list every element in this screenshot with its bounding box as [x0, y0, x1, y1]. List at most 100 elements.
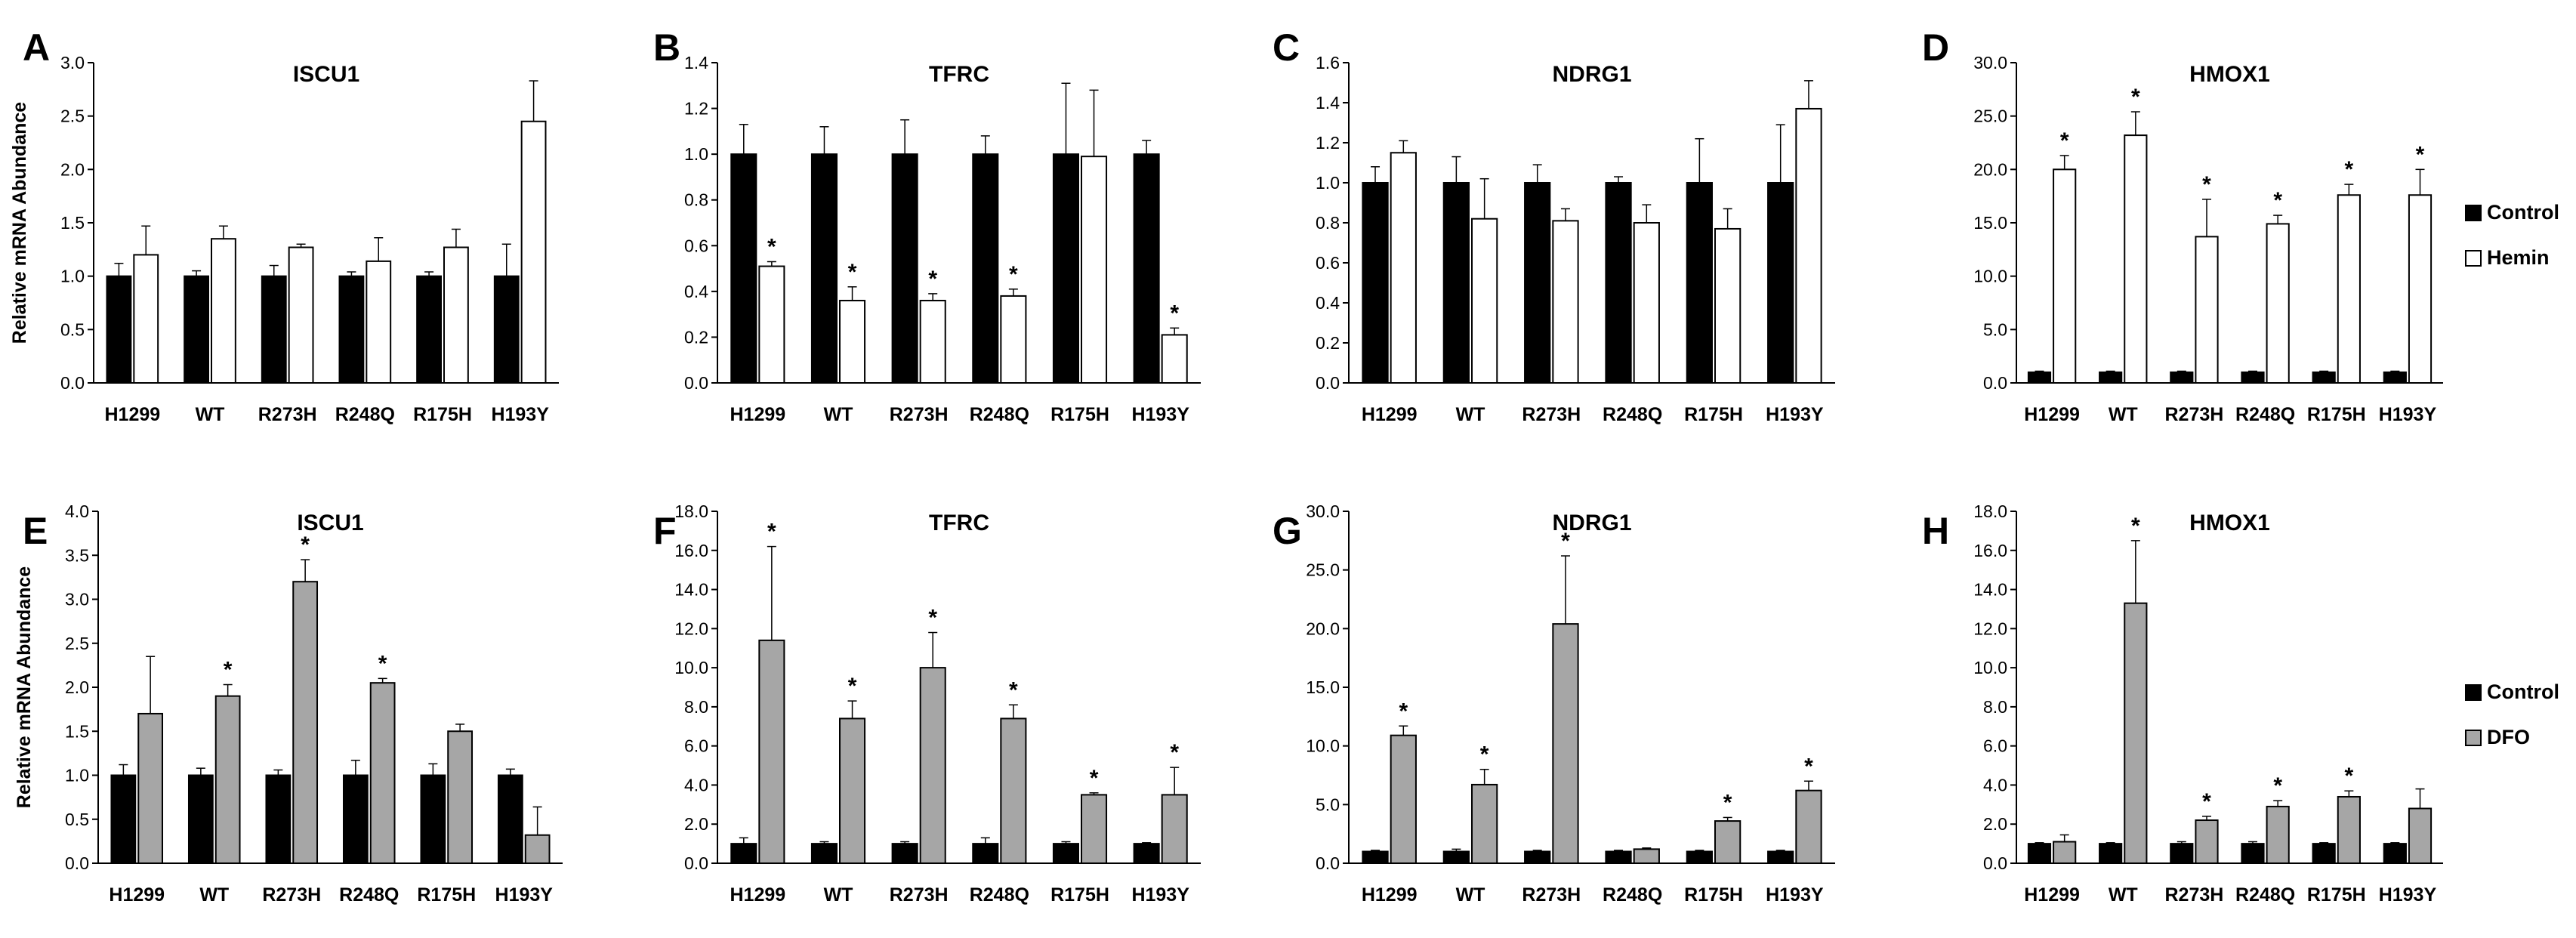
- significance-star: *: [378, 651, 387, 676]
- bar-hemin: [1081, 156, 1108, 384]
- y-tick-label: 2.0: [684, 814, 708, 834]
- chart-panel-f: F TFRC 0.0 2.0 4.0 6.0 8.0 10.0 12.0 14.0 16.0 18.0…: [653, 501, 1201, 906]
- bar-control: [497, 774, 523, 864]
- bar-dfo: [2408, 807, 2433, 864]
- y-tick-label: 20.0: [1306, 619, 1340, 638]
- bar-control: [2312, 843, 2336, 864]
- x-tick-label: WT: [2109, 404, 2138, 425]
- significance-star: *: [2345, 764, 2354, 788]
- y-tick-label: 20.0: [1973, 159, 2007, 179]
- y-tick-label: 0.4: [1316, 293, 1340, 313]
- y-tick-label: 3.0: [60, 53, 85, 73]
- bar-hemin: [919, 299, 946, 384]
- bar-control: [265, 774, 292, 864]
- y-tick-label: 0.5: [60, 319, 85, 339]
- chart-panel-h: H HMOX1 0.0 2.0 4.0 6.0 8.0 10.0 12.0 14.0 16.0 18.…: [1922, 501, 2443, 906]
- significance-star: *: [767, 234, 776, 259]
- y-tick-label: 18.0: [674, 501, 708, 521]
- bar-control: [416, 275, 443, 384]
- bar-dfo: [1795, 789, 1822, 865]
- panel-letter-h: H: [1922, 510, 1949, 552]
- y-tick-label: 4.0: [65, 501, 89, 521]
- legend-label-control: Control: [2487, 680, 2559, 703]
- y-tick-label: 0.5: [65, 810, 89, 829]
- y-tick-label: 2.5: [65, 634, 89, 653]
- significance-star: *: [1723, 790, 1732, 815]
- bar-hemin: [758, 265, 785, 384]
- bar-control: [810, 843, 838, 864]
- chart-title: TFRC: [929, 511, 989, 535]
- x-tick-label: H1299: [730, 884, 785, 906]
- y-tick-label: 0.4: [684, 282, 708, 301]
- x-tick-label: WT: [1456, 404, 1485, 425]
- y-tick-label: 16.0: [1973, 541, 2007, 560]
- y-tick-label: 1.5: [65, 721, 89, 741]
- x-tick-label: WT: [824, 404, 853, 425]
- y-tick-label: 0.0: [684, 853, 708, 873]
- significance-star: *: [1170, 301, 1179, 326]
- x-tick-label: H193Y: [491, 404, 549, 425]
- significance-star: *: [1480, 742, 1489, 767]
- y-tick-label: 0.0: [1983, 853, 2007, 873]
- significance-star: *: [848, 260, 857, 285]
- significance-star: *: [767, 520, 776, 545]
- panel-letter-g: G: [1273, 510, 1302, 552]
- y-tick-label: 3.0: [65, 590, 89, 609]
- legend-label-control: Control: [2487, 201, 2559, 224]
- x-tick-label: H1299: [730, 404, 785, 425]
- x-tick-label: R248Q: [2235, 404, 2295, 425]
- x-tick-label: R175H: [1684, 884, 1743, 906]
- y-tick-label: 25.0: [1973, 106, 2007, 126]
- x-tick-label: R273H: [1522, 404, 1581, 425]
- x-tick-label: WT: [2109, 884, 2138, 906]
- y-tick-label: 1.6: [1316, 53, 1340, 73]
- panel-letter-f: F: [653, 510, 677, 552]
- bar-control: [891, 153, 918, 384]
- y-tick-label: 14.0: [1973, 580, 2007, 600]
- x-tick-label: WT: [824, 884, 853, 906]
- significance-star: *: [2202, 789, 2211, 814]
- bar-control: [1524, 182, 1551, 384]
- significance-star: *: [1009, 262, 1018, 287]
- bar-hemin: [133, 254, 159, 384]
- y-tick-label: 0.0: [65, 853, 89, 873]
- legend-row-1: Control DFO: [2465, 680, 2559, 748]
- x-tick-label: H1299: [1362, 884, 1418, 906]
- bar-hemin: [2408, 194, 2433, 384]
- y-tick-label: 6.0: [684, 736, 708, 756]
- bar-dfo: [839, 717, 866, 865]
- y-tick-label: 0.2: [684, 327, 708, 347]
- y-tick-label: 18.0: [1973, 501, 2007, 521]
- bar-dfo: [1714, 820, 1741, 864]
- bar-hemin: [1552, 220, 1579, 384]
- x-tick-label: R273H: [890, 884, 949, 906]
- bar-dfo: [447, 730, 474, 864]
- significance-star: *: [2202, 172, 2211, 197]
- x-tick-label: R273H: [2165, 884, 2224, 906]
- chart-panel-c: C NDRG1 0.0 0.2 0.4 0.6 0.8 1.0 1.2 1.4 1.6 H1299 WT…: [1273, 26, 1835, 425]
- y-tick-label: 1.4: [1316, 93, 1340, 113]
- bar-dfo: [1161, 794, 1188, 865]
- y-tick-label: 0.0: [1316, 853, 1340, 873]
- significance-star: *: [1090, 766, 1099, 791]
- bar-dfo: [1390, 734, 1417, 864]
- bar-control: [1052, 843, 1080, 864]
- x-tick-label: H193Y: [1131, 404, 1189, 425]
- x-tick-label: R273H: [1522, 884, 1581, 906]
- bar-control: [493, 275, 520, 384]
- y-tick-label: 1.0: [684, 144, 708, 164]
- bar-control: [972, 153, 999, 384]
- bar-dfo: [1471, 783, 1498, 864]
- bar-hemin: [443, 246, 469, 384]
- y-tick-label: 0.0: [1983, 373, 2007, 393]
- y-tick-label: 2.0: [1983, 814, 2007, 834]
- y-tick-label: 16.0: [674, 541, 708, 560]
- bar-control: [2170, 843, 2194, 864]
- bar-control: [1362, 850, 1389, 865]
- x-tick-label: R175H: [1684, 404, 1743, 425]
- bar-dfo: [2195, 819, 2219, 864]
- bar-control: [730, 153, 757, 384]
- y-tick-label: 4.0: [1983, 775, 2007, 795]
- bar-hemin: [366, 260, 392, 384]
- bar-hemin: [211, 238, 236, 384]
